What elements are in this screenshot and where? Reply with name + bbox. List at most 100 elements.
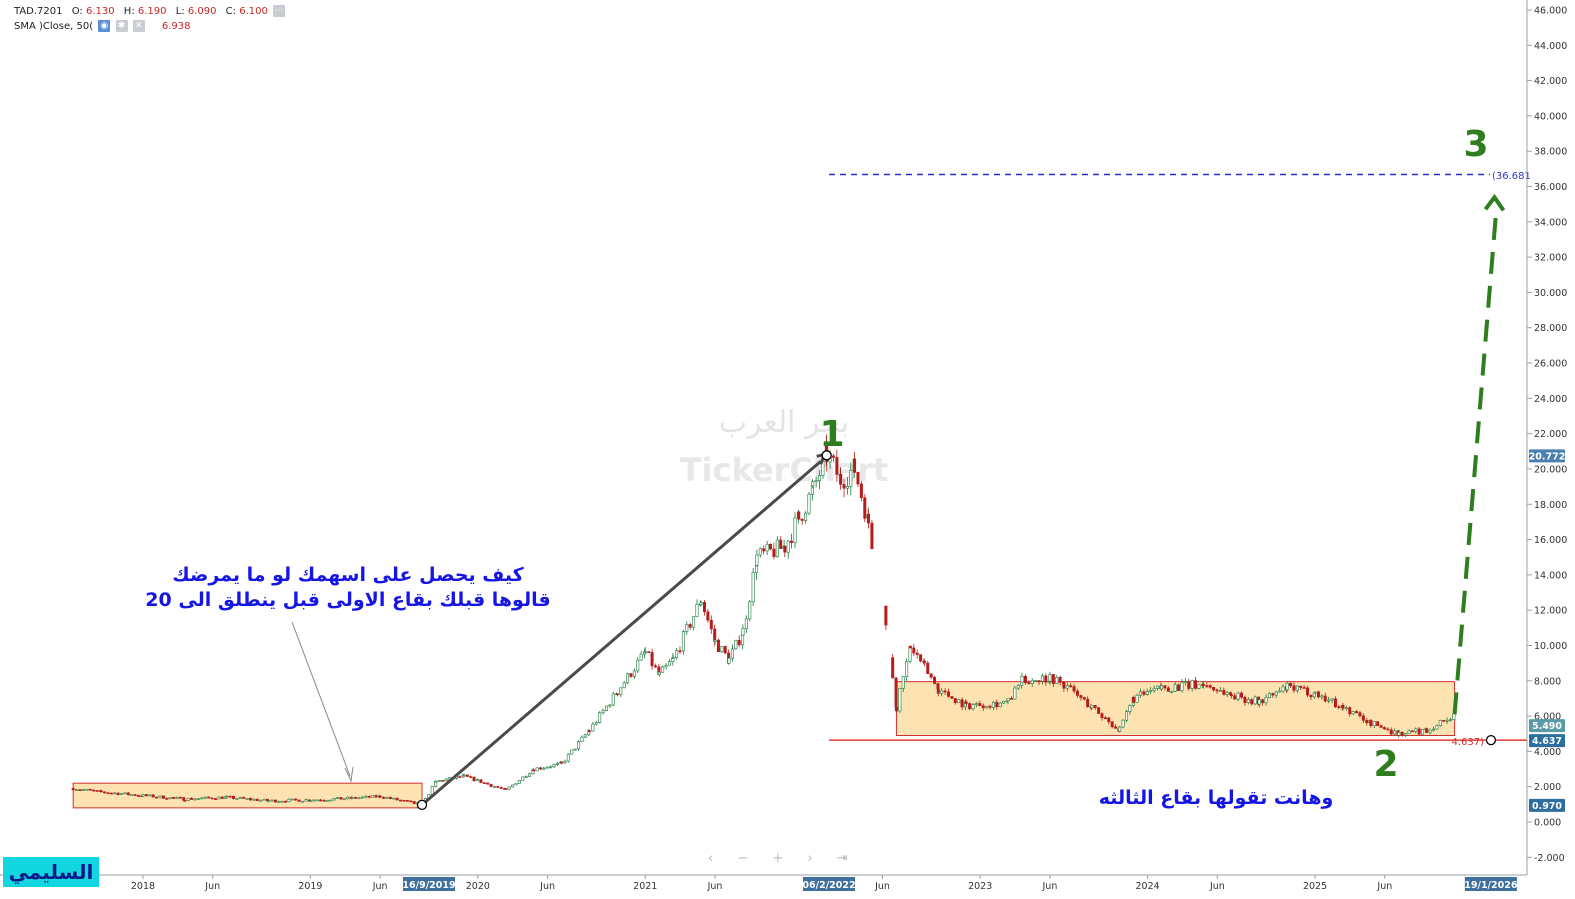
candle-body <box>762 548 766 552</box>
candle-body <box>706 611 710 621</box>
candle-body <box>116 792 120 795</box>
candle-body <box>1271 693 1275 696</box>
candle-body <box>339 797 343 800</box>
candle-body <box>178 797 182 799</box>
candle-body <box>155 796 159 799</box>
candle-body <box>492 786 496 788</box>
annotation-answer: قالوها قبلك بقاع الاولى قبل ينطلق الى 20 <box>145 589 550 611</box>
candle-body <box>1160 685 1164 690</box>
candle-body <box>849 470 853 487</box>
candle-body <box>1393 730 1397 735</box>
candle-body <box>1267 693 1271 698</box>
projection-arrow-line <box>1452 207 1499 715</box>
y-tick-label: 10.000 <box>1534 641 1567 652</box>
candle-body <box>371 795 375 798</box>
candle-body <box>1278 690 1282 693</box>
candle-body <box>1082 697 1086 700</box>
candle-body <box>919 654 923 662</box>
candle-body <box>342 798 346 801</box>
candle-body <box>608 704 612 707</box>
candle-body <box>1069 685 1073 687</box>
y-tick-label: 42.000 <box>1534 76 1567 87</box>
candle-body <box>615 693 619 696</box>
candle-body <box>1240 692 1244 698</box>
candle-body <box>894 677 898 708</box>
candle-body <box>573 748 577 751</box>
candle-body <box>1246 699 1250 703</box>
x-tick-label: 2020 <box>466 881 490 892</box>
y-tick-label: 36.000 <box>1534 182 1567 193</box>
candle-body <box>894 707 898 712</box>
candle-body <box>183 800 187 802</box>
candle-body <box>168 797 172 800</box>
candle-body <box>106 792 110 794</box>
candle-body <box>998 702 1002 708</box>
nav-controls[interactable]: ‹ − + › ⇥ <box>708 851 858 866</box>
candle-body <box>1079 695 1083 698</box>
candle-body <box>228 795 232 798</box>
y-tick-label: 8.000 <box>1534 676 1561 687</box>
support-anchor-point <box>1485 734 1497 746</box>
candle-body <box>136 795 140 797</box>
candle-body <box>1442 720 1446 722</box>
candle-body <box>200 797 204 800</box>
x-tick-label: 2021 <box>633 881 657 892</box>
candle-body <box>133 794 137 796</box>
y-tick-label: 38.000 <box>1534 147 1567 158</box>
candle-body <box>619 687 623 695</box>
x-tick-label: Jun <box>372 881 388 892</box>
y-tick-label: 46.000 <box>1534 6 1567 17</box>
candle-body <box>1055 677 1059 684</box>
candle-body <box>985 705 989 709</box>
candle-body <box>186 797 190 801</box>
x-tick-label: 2024 <box>1136 881 1160 892</box>
candle-body <box>867 513 871 524</box>
candle-body <box>71 788 75 791</box>
annotation-question: كيف يحصل على اسهمك لو ما يمرضك <box>172 564 524 586</box>
candle-body <box>1404 733 1408 736</box>
x-tick-label: Jun <box>874 881 890 892</box>
y-tick-label: 28.000 <box>1534 323 1567 334</box>
candle-body <box>514 783 518 786</box>
candle-body <box>1170 690 1174 693</box>
candle-body <box>587 730 591 733</box>
candle-body <box>231 795 235 799</box>
candle-body <box>1013 687 1017 700</box>
candle-body <box>1065 685 1069 689</box>
candle-body <box>779 539 783 549</box>
more-icon[interactable]: ··· <box>273 5 286 17</box>
candle-body <box>884 605 888 626</box>
candle-body <box>248 798 252 801</box>
candle-body <box>1351 711 1355 715</box>
x-tick-label: 2025 <box>1303 881 1327 892</box>
candle-body <box>650 652 654 667</box>
close-icon[interactable]: ✕ <box>132 20 145 32</box>
candle-body <box>870 522 874 550</box>
y-tick-label: 16.000 <box>1534 535 1567 546</box>
candle-body <box>1072 686 1076 692</box>
x-axis-band <box>0 875 1527 899</box>
candle-body <box>444 778 448 782</box>
candle-body <box>1163 685 1167 689</box>
date-badge <box>403 877 455 891</box>
candle-body <box>395 797 399 801</box>
annotation-third-bottom: وهانت تقولها بقاع الثالثه <box>1099 787 1334 809</box>
candle-body <box>1044 675 1048 683</box>
candle-body <box>915 652 919 655</box>
candle-body <box>552 764 556 768</box>
y-tick-label: 2.000 <box>1534 782 1561 793</box>
date-badge <box>803 877 855 891</box>
chart-navigation[interactable]: ‹ − + › ⇥ <box>708 851 858 866</box>
low-label: L: <box>175 6 185 17</box>
candle-body <box>385 797 389 799</box>
candle-body <box>1309 694 1313 698</box>
visibility-icon[interactable]: ◉ <box>98 20 111 32</box>
candle-body <box>1180 682 1184 691</box>
candle-body <box>988 705 992 708</box>
settings-icon[interactable]: ✱ <box>115 20 128 32</box>
candle-body <box>741 628 745 636</box>
candle-body <box>297 799 301 802</box>
candle-body <box>611 693 615 706</box>
candle-body <box>175 797 179 799</box>
